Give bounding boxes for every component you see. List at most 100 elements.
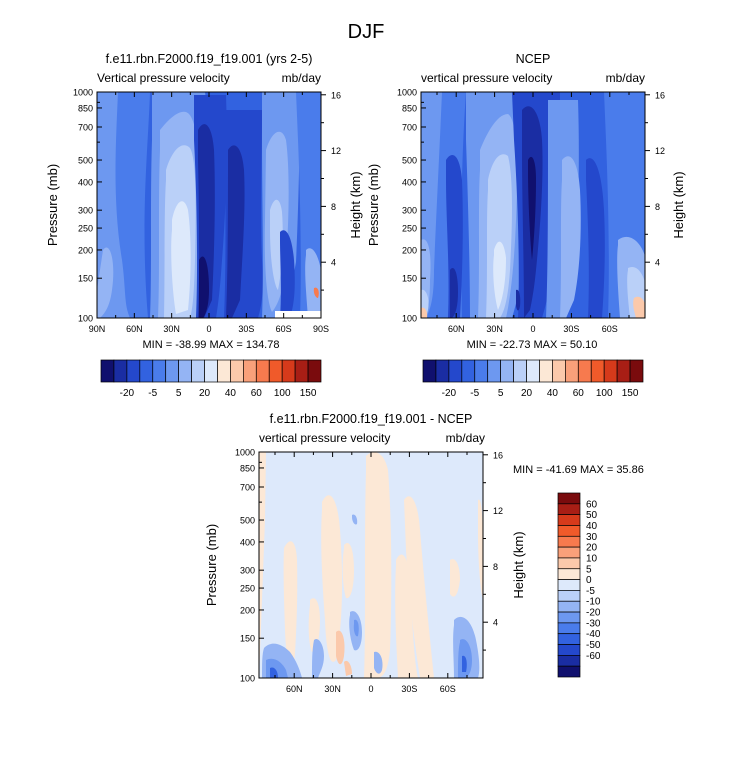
model-positive-spot [313, 287, 319, 298]
colorbar-box [557, 600, 581, 613]
panel-diff-left-string: vertical pressure velocity [259, 431, 390, 445]
latitude-tick-label: 30S [238, 324, 254, 334]
diff-contour-2 [283, 541, 298, 669]
colorbar-box [557, 633, 581, 645]
diff-contour-22 [478, 499, 483, 600]
diff-contour-18 [374, 651, 383, 674]
panel-model-title: f.e11.rbn.F2000.f19_f19.001 (yrs 2-5) [106, 52, 313, 66]
model-contour-16 [280, 230, 295, 318]
colorbar-label: 50 [586, 510, 598, 521]
colorbar-label: -20 [120, 388, 135, 399]
panel-ncep: NCEP vertical pressure velocity mb/day [366, 52, 686, 351]
panel-model-stats: MIN = -38.99 MAX = 134.78 [143, 339, 280, 351]
colorbar-box [474, 359, 489, 383]
height-tick-label: 8 [493, 562, 498, 572]
ncep-contour-5 [421, 307, 428, 318]
colorbar-box [191, 359, 205, 383]
panel-model: f.e11.rbn.F2000.f19_f19.001 (yrs 2-5) Ve… [45, 52, 363, 351]
colorbar-box [557, 644, 581, 656]
colorbar-box [526, 359, 540, 383]
pressure-tick-label: 500 [78, 156, 93, 166]
pressure-tick-label: 700 [240, 483, 255, 493]
diff-contour-3 [308, 598, 320, 652]
colorbar-box [557, 546, 581, 559]
colorbar-label: -5 [470, 388, 479, 399]
pressure-tick-label: 700 [402, 123, 417, 133]
pressure-tick-label: 100 [78, 314, 93, 324]
colorbar-box [255, 359, 270, 383]
pressure-tick-label: 500 [240, 516, 255, 526]
pressure-tick-label: 850 [240, 463, 255, 473]
panel-diff-field [259, 452, 483, 678]
pressure-tick-label: 300 [402, 206, 417, 216]
colorbar-box [557, 655, 581, 667]
colorbar-label: -50 [586, 640, 601, 651]
panel-ncep-stats: MIN = -22.73 MAX = 50.10 [467, 339, 598, 351]
pressure-tick-label: 100 [402, 314, 417, 324]
colorbar-box [629, 359, 644, 383]
pressure-tick-label: 1000 [73, 88, 93, 98]
colorbar-box [500, 359, 514, 383]
pressure-tick-label: 300 [78, 206, 93, 216]
ncep-contour-22 [516, 289, 521, 311]
colorbar-label: -60 [586, 651, 601, 662]
latitude-tick-label: 60S [440, 684, 456, 694]
pressure-tick-label: 250 [78, 224, 93, 234]
colorbar-box [557, 525, 581, 537]
colorbar-box [513, 359, 527, 383]
colorbar-label: 5 [498, 388, 504, 399]
colorbar-label: 150 [622, 388, 639, 399]
latitude-tick-label: 30N [163, 324, 180, 334]
model-contour-15 [270, 199, 283, 290]
panel-diff-right-string: mb/day [446, 431, 485, 445]
height-tick-label: 4 [493, 618, 498, 628]
colorbar-box [603, 359, 618, 383]
panel-ncep-title: NCEP [516, 52, 551, 66]
diff-contour-1 [259, 452, 266, 678]
diff-contour-8 [395, 554, 418, 678]
colorbar-box [539, 359, 553, 383]
panel-diff-ylabel: Pressure (mb) [204, 524, 219, 606]
colorbar-label: 10 [586, 553, 598, 564]
panel-diff-stats: MIN = -41.69 MAX = 35.86 [513, 464, 644, 476]
colorbar-box [178, 359, 192, 383]
colorbar-label: -10 [586, 597, 601, 608]
colorbar-label: -20 [442, 388, 457, 399]
pressure-tick-label: 150 [402, 274, 417, 284]
colorbar-label: 100 [274, 388, 291, 399]
ncep-contour-7 [450, 268, 458, 318]
colorbar-label: 40 [586, 521, 598, 532]
pressure-tick-label: 500 [402, 156, 417, 166]
diff-contour-16 [353, 619, 359, 637]
panel-model-ylabel: Pressure (mb) [45, 164, 60, 246]
colorbar-model: -20 -5 5 20 40 60 100 150 [100, 359, 322, 399]
colorbar-box [230, 359, 244, 383]
colorbar-box [165, 359, 179, 383]
colorbar-label: 20 [521, 388, 533, 399]
pressure-tick-label: 400 [402, 177, 417, 187]
ncep-contour-14 [528, 156, 536, 260]
colorbar-label: 20 [199, 388, 211, 399]
ncep-contour-11 [493, 241, 506, 310]
panel-diff-axes: 100 150 200 250 300 400 500 700 850 1000 16 12 8 4 60N… [235, 448, 503, 695]
ncep-contour-21 [633, 296, 645, 318]
diff-contour-9 [404, 496, 434, 678]
panel-model-right-string: mb/day [282, 71, 321, 85]
colorbar-label: 40 [547, 388, 559, 399]
figure-title: DJF [348, 21, 385, 43]
latitude-tick-label: 60N [286, 684, 303, 694]
colorbar-box [217, 359, 231, 383]
colorbar-label: 5 [176, 388, 182, 399]
colorbar-ncep: -20 -5 5 20 40 60 100 150 [422, 359, 644, 399]
colorbar-box [557, 514, 581, 526]
panel-ncep-axes: 100 150 200 250 300 400 500 700 850 1000 16 12 8 4 60N… [397, 88, 665, 335]
height-tick-label: 8 [655, 202, 660, 212]
diff-contour-4 [321, 495, 343, 662]
colorbar-box [307, 359, 322, 383]
colorbar-box [435, 359, 450, 383]
latitude-tick-label: 60N [448, 324, 465, 334]
panel-ncep-ylabel-right: Height (km) [671, 171, 686, 238]
height-tick-label: 4 [331, 258, 336, 268]
colorbar-label: 30 [586, 532, 598, 543]
